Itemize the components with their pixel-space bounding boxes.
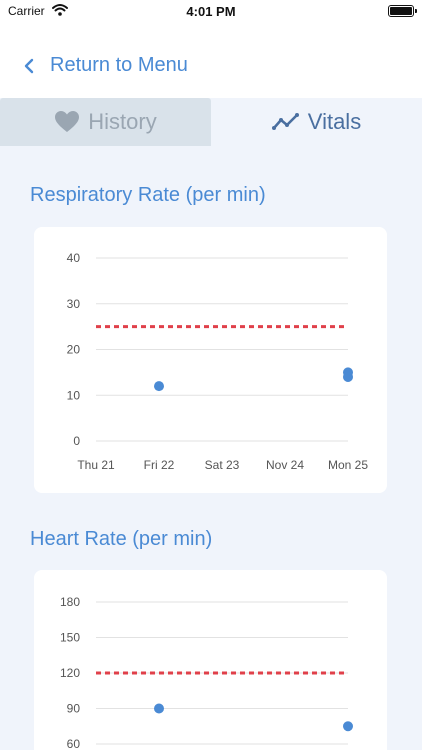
status-bar: Carrier 4:01 PM — [0, 0, 422, 24]
tab-vitals[interactable]: Vitals — [211, 98, 422, 146]
tab-history[interactable]: History — [0, 98, 211, 146]
y-tick-label: 180 — [60, 595, 80, 609]
battery-icon — [388, 5, 417, 17]
data-point[interactable] — [343, 721, 353, 732]
heart-icon — [55, 111, 80, 132]
carrier-label: Carrier — [8, 4, 45, 18]
tab-vitals-label: Vitals — [307, 109, 362, 134]
data-point[interactable] — [154, 381, 164, 392]
return-to-menu-button[interactable]: Return to Menu — [20, 54, 188, 77]
y-tick-label: 10 — [67, 388, 81, 402]
tab-history-label: History — [88, 109, 157, 134]
status-time: 4:01 PM — [186, 4, 236, 19]
return-to-menu-label: Return to Menu — [50, 54, 188, 76]
x-tick-label: Thu 21 — [77, 458, 115, 472]
respiratory-rate-chart-card: 0 10 20 30 40 Thu 21 Fri 22 Sat 23 Nov 24 Mon 25 — [34, 227, 387, 493]
wifi-icon — [52, 3, 68, 20]
x-tick-label: Nov 24 — [266, 458, 304, 472]
trend-line-icon — [271, 113, 299, 130]
segmented-control: History Vitals — [0, 98, 422, 146]
heart-rate-chart: 60 90 120 150 180 — [60, 595, 353, 750]
y-tick-label: 40 — [67, 251, 81, 265]
y-tick-label: 60 — [67, 737, 81, 750]
y-tick-label: 20 — [67, 343, 81, 357]
navigation-bar: Return to Menu — [0, 24, 422, 98]
respiratory-rate-chart: 0 10 20 30 40 Thu 21 Fri 22 Sat 23 Nov 24 Mon 25 — [67, 251, 369, 472]
x-tick-label: Mon 25 — [328, 458, 368, 472]
x-tick-label: Sat 23 — [205, 458, 240, 472]
y-tick-label: 0 — [73, 434, 80, 448]
y-tick-label: 150 — [60, 631, 80, 645]
y-tick-label: 120 — [60, 666, 80, 680]
data-point[interactable] — [343, 371, 353, 382]
data-point[interactable] — [154, 703, 164, 714]
heart-rate-title: Heart Rate (per min) — [30, 528, 213, 550]
chevron-left-icon — [24, 58, 34, 73]
heart-rate-chart-card: 60 90 120 150 180 — [34, 570, 387, 750]
x-tick-label: Fri 22 — [144, 458, 175, 472]
respiratory-rate-title: Respiratory Rate (per min) — [30, 184, 266, 206]
y-tick-label: 90 — [67, 702, 81, 716]
y-tick-label: 30 — [67, 297, 81, 311]
